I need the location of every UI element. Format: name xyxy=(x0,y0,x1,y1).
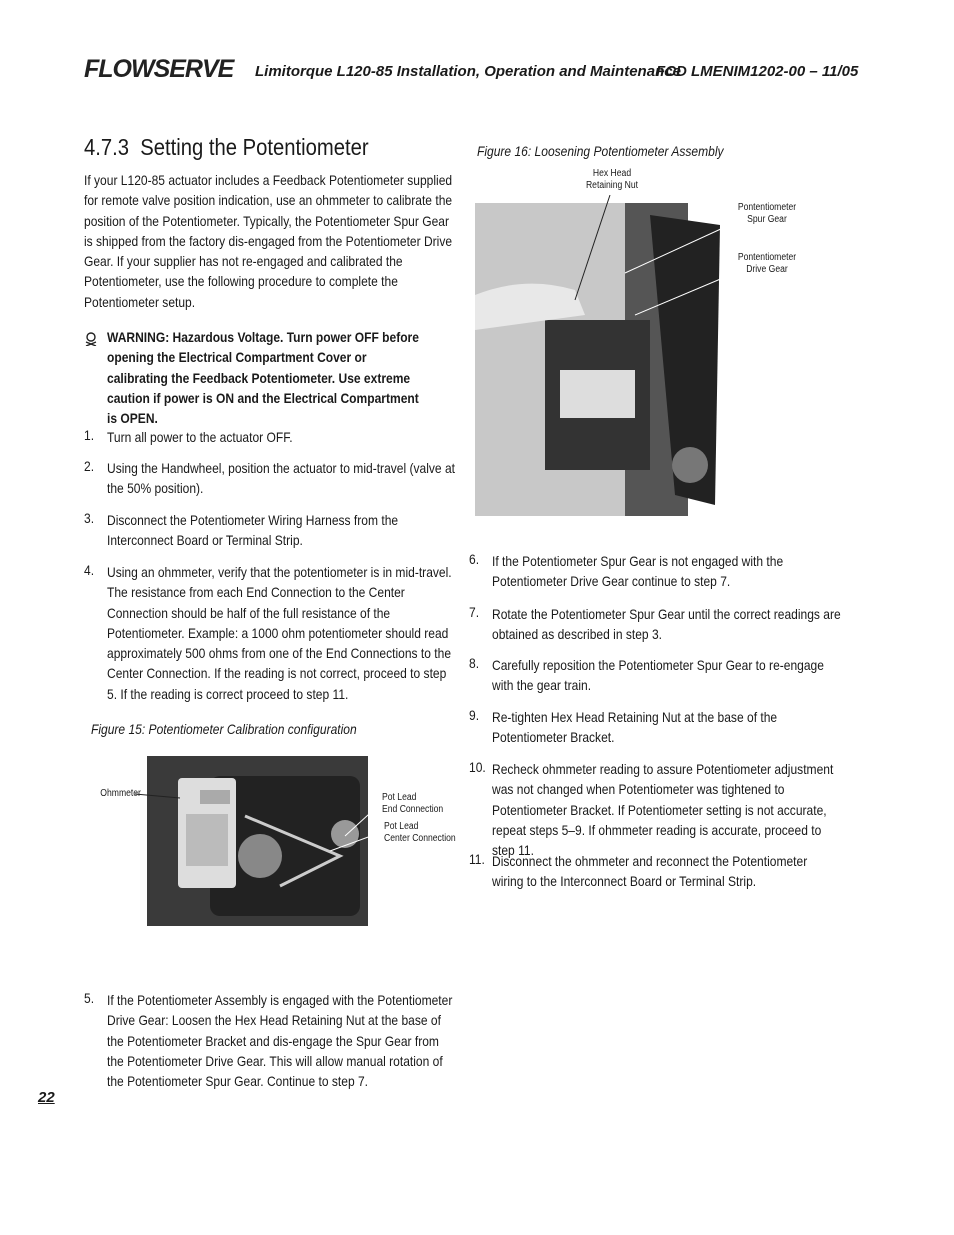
intro-paragraph: If your L120-85 actuator includes a Feed… xyxy=(84,172,453,310)
figure-caption: Figure 15: Potentiometer Calibration con… xyxy=(91,721,357,737)
step-text: Disconnect the Potentiometer Wiring Harn… xyxy=(107,512,399,549)
step-number: 8. xyxy=(469,655,480,671)
step-text: Recheck ohmmeter reading to assure Poten… xyxy=(492,761,834,859)
step-text: Turn all power to the actuator OFF. xyxy=(107,429,293,445)
figure-label: Pontentiometer Spur Gear xyxy=(737,202,797,225)
step-text: Rotate the Potentiometer Spur Gear until… xyxy=(492,606,841,643)
warning-icon xyxy=(85,332,97,346)
header-title: Limitorque L120-85 Installation, Operati… xyxy=(255,63,681,80)
logo: FLOWSERVE xyxy=(84,55,234,83)
figure-15-photo xyxy=(134,756,383,926)
step-number: 7. xyxy=(469,604,480,620)
step-number: 4. xyxy=(84,562,95,578)
step-text: Carefully reposition the Potentiometer S… xyxy=(492,657,824,694)
figure-label: Pot Lead Center Connection xyxy=(384,821,456,844)
figure-caption: Figure 16: Loosening Potentiometer Assem… xyxy=(477,143,724,159)
page-number: 22 xyxy=(38,1089,55,1106)
step-number: 1. xyxy=(84,427,95,443)
step-text: Using the Handwheel, position the actuat… xyxy=(107,460,456,497)
figure-16-photo xyxy=(475,195,731,516)
step-number: 2. xyxy=(84,458,95,474)
figure-label: Ohmmeter xyxy=(100,788,141,799)
figure-label: Pot Lead End Connection xyxy=(382,792,444,815)
header-doc-id: FCD LMENIM1202-00 – 11/05 xyxy=(656,63,859,80)
step-number: 6. xyxy=(469,551,480,567)
section-heading: 4.7.3 Setting the Potentiometer xyxy=(84,134,369,160)
warning-text: WARNING: Hazardous Voltage. Turn power O… xyxy=(107,329,419,427)
step-text: If the Potentiometer Spur Gear is not en… xyxy=(492,553,784,590)
step-text: If the Potentiometer Assembly is engaged… xyxy=(107,992,453,1090)
figure-label: Pontentiometer Drive Gear xyxy=(737,252,797,275)
step-number: 10. xyxy=(469,759,486,775)
step-number: 5. xyxy=(84,990,95,1006)
step-number: 9. xyxy=(469,707,480,723)
step-number: 11. xyxy=(469,851,485,867)
step-number: 3. xyxy=(84,510,95,526)
step-text: Disconnect the ohmmeter and reconnect th… xyxy=(492,853,808,890)
figure-label: Hex Head Retaining Nut xyxy=(585,168,639,191)
step-text: Using an ohmmeter, verify that the poten… xyxy=(107,564,452,702)
step-text: Re-tighten Hex Head Retaining Nut at the… xyxy=(492,709,778,746)
